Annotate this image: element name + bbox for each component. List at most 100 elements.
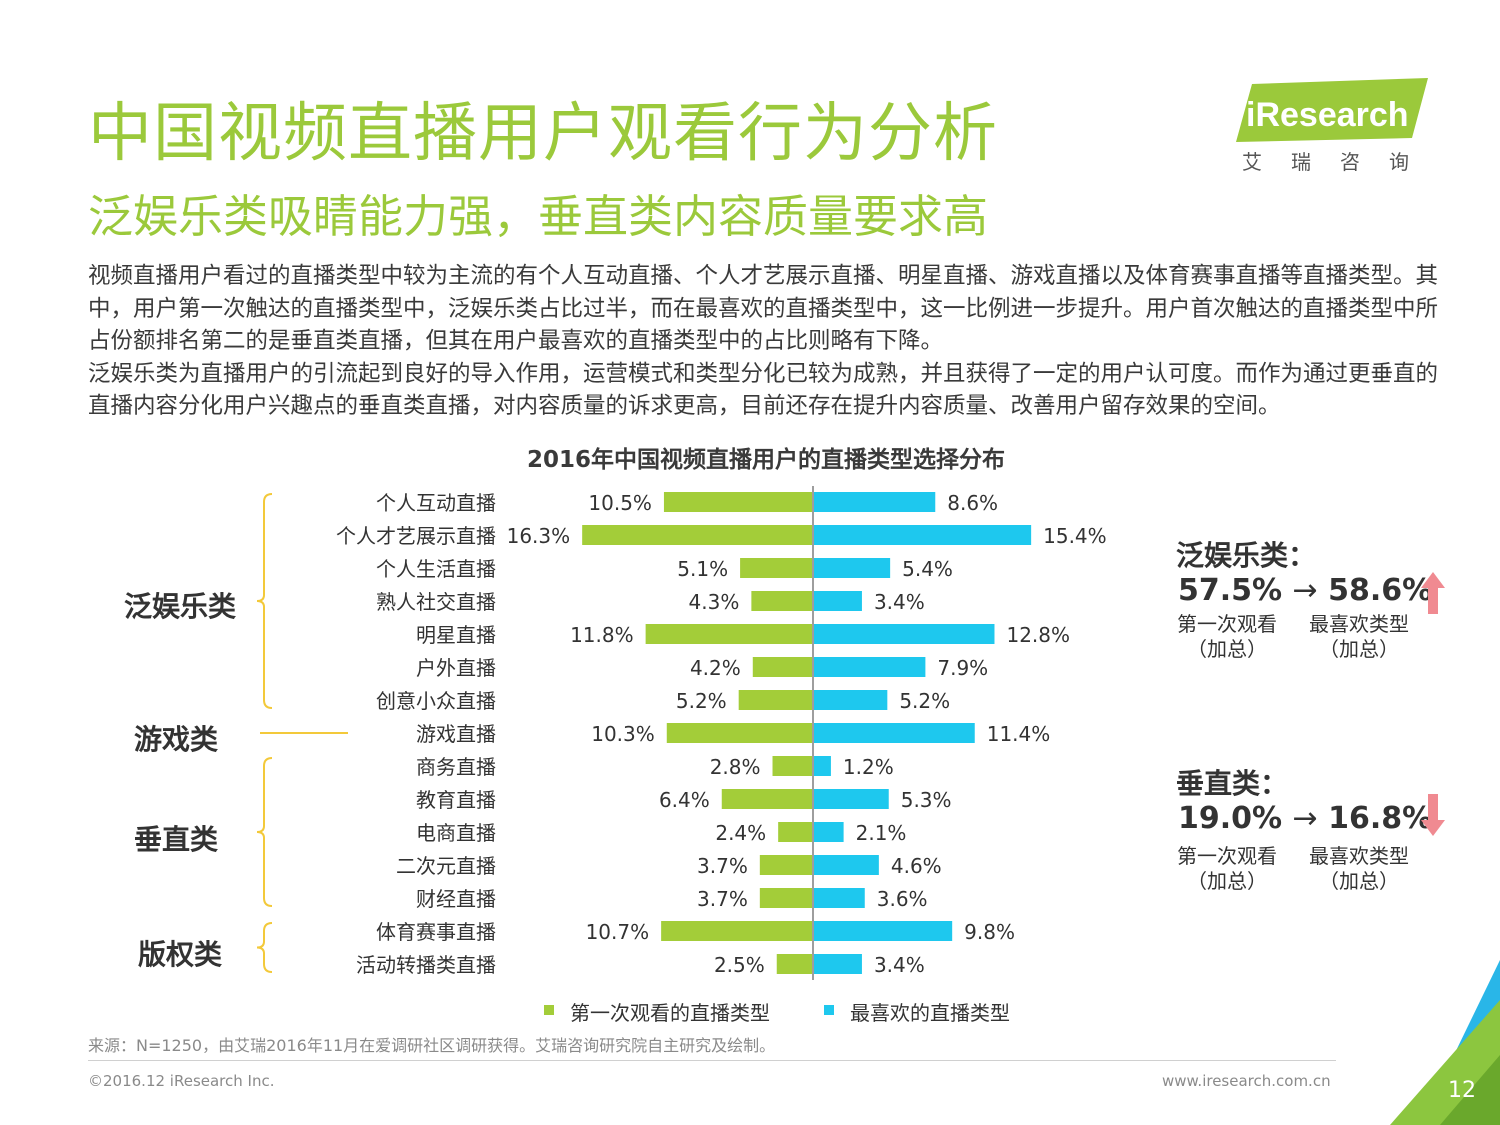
label-text: 第一次观看 (1177, 612, 1277, 636)
category-label-0: 个人互动直播 (376, 491, 496, 515)
label-text: 最喜欢类型 (1309, 844, 1409, 868)
legend-swatch-favorite (824, 1005, 834, 1015)
category-label-9: 教育直播 (416, 788, 496, 812)
summary-entertainment-from: 57.5% (1178, 573, 1283, 608)
value-label-first-9: 6.4% (659, 788, 710, 812)
footer-divider (88, 1060, 1336, 1061)
label-sub: （加总） (1319, 637, 1399, 661)
bar-first-6 (738, 690, 812, 710)
category-label-13: 体育赛事直播 (376, 920, 496, 944)
value-label-favorite-6: 5.2% (899, 689, 950, 713)
logo-text: iResearch (1246, 96, 1409, 134)
bar-first-7 (666, 723, 812, 743)
bar-favorite-5 (814, 657, 926, 677)
page-number: 12 (1448, 1078, 1476, 1103)
category-label-4: 明星直播 (416, 623, 496, 647)
bar-first-8 (772, 756, 812, 776)
paragraph-2: 泛娱乐类为直播用户的引流起到良好的导入作用，运营模式和类型分化已较为成熟，并且获… (88, 360, 1439, 420)
bar-favorite-2 (814, 558, 891, 578)
category-label-12: 财经直播 (416, 887, 496, 911)
bar-favorite-6 (814, 690, 888, 710)
label-sub: （加总） (1187, 869, 1267, 893)
legend-label-favorite: 最喜欢的直播类型 (850, 1001, 1010, 1025)
value-label-first-12: 3.7% (697, 887, 748, 911)
bar-favorite-3 (814, 591, 862, 611)
website-link[interactable]: www.iresearch.com.cn (1162, 1072, 1331, 1090)
value-label-favorite-11: 4.6% (891, 854, 942, 878)
summary-entertainment-arrow: → (1292, 573, 1318, 608)
source-note: 来源：N=1250，由艾瑞2016年11月在爱调研社区调研获得。艾瑞咨询研究院自… (88, 1036, 776, 1055)
value-label-favorite-8: 1.2% (843, 755, 894, 779)
summary-entertainment-label-from: 第一次观看 （加总） (1162, 612, 1292, 662)
category-label-8: 商务直播 (416, 755, 496, 779)
value-label-favorite-0: 8.6% (947, 491, 998, 515)
value-label-favorite-4: 12.8% (1006, 623, 1070, 647)
value-label-first-5: 4.2% (690, 656, 741, 680)
summary-entertainment-values: 57.5% → 58.6% (1178, 573, 1432, 608)
group-label-copyright: 版权类 (138, 938, 223, 971)
bar-first-12 (759, 888, 812, 908)
bar-first-4 (645, 624, 812, 644)
chart-title: 2016年中国视频直播用户的直播类型选择分布 (526, 447, 1005, 473)
bar-favorite-7 (814, 723, 975, 743)
summary-vertical-values: 19.0% → 16.8% (1178, 801, 1432, 836)
bar-favorite-4 (814, 624, 995, 644)
summary-entertainment-title: 泛娱乐类： (1176, 539, 1317, 572)
value-label-first-10: 2.4% (715, 821, 766, 845)
category-label-1: 个人才艺展示直播 (336, 524, 496, 548)
value-label-favorite-5: 7.9% (937, 656, 988, 680)
group-label-entertainment: 泛娱乐类 (124, 590, 237, 623)
legend-swatch-first (544, 1005, 554, 1015)
corner-decoration (1390, 960, 1500, 1125)
summary-vertical-arrow: → (1292, 801, 1318, 836)
value-label-favorite-2: 5.4% (902, 557, 953, 581)
value-label-first-8: 2.8% (710, 755, 761, 779)
group-bracket-2 (256, 757, 273, 907)
bar-favorite-0 (814, 492, 936, 512)
label-sub: （加总） (1187, 637, 1267, 661)
bar-favorite-8 (814, 756, 831, 776)
bar-favorite-11 (814, 855, 879, 875)
category-label-7: 游戏直播 (416, 722, 496, 746)
paragraph-1: 视频直播用户看过的直播类型中较为主流的有个人互动直播、个人才艺展示直播、明星直播… (88, 263, 1439, 354)
bar-first-13 (661, 921, 812, 941)
page-title: 中国视频直播用户观看行为分析 (88, 97, 998, 171)
bar-first-14 (776, 954, 812, 974)
value-label-favorite-10: 2.1% (856, 821, 907, 845)
bar-favorite-14 (814, 954, 862, 974)
bar-favorite-9 (814, 789, 889, 809)
value-label-favorite-12: 3.6% (877, 887, 928, 911)
value-label-first-3: 4.3% (689, 590, 740, 614)
body-text: 视频直播用户看过的直播类型中较为主流的有个人互动直播、个人才艺展示直播、明星直播… (88, 260, 1443, 423)
page-subtitle: 泛娱乐类吸睛能力强，垂直类内容质量要求高 (88, 190, 989, 243)
summary-vertical-from: 19.0% (1178, 801, 1283, 836)
group-bracket-0 (256, 493, 273, 709)
bar-first-5 (752, 657, 812, 677)
value-label-favorite-3: 3.4% (874, 590, 925, 614)
value-label-first-7: 10.3% (591, 722, 655, 746)
value-label-first-0: 10.5% (588, 491, 652, 515)
category-label-14: 活动转播类直播 (356, 953, 496, 977)
value-label-first-13: 10.7% (586, 920, 650, 944)
value-label-favorite-1: 15.4% (1043, 524, 1107, 548)
label-text: 最喜欢类型 (1309, 612, 1409, 636)
group-bracket-3 (256, 922, 273, 973)
label-text: 第一次观看 (1177, 844, 1277, 868)
copyright: ©2016.12 iResearch Inc. (88, 1072, 275, 1090)
legend-label-first: 第一次观看的直播类型 (570, 1001, 770, 1025)
value-label-favorite-7: 11.4% (987, 722, 1051, 746)
value-label-first-4: 11.8% (570, 623, 634, 647)
bar-first-11 (759, 855, 812, 875)
value-label-first-14: 2.5% (714, 953, 765, 977)
value-label-first-6: 5.2% (676, 689, 727, 713)
bar-first-1 (582, 525, 812, 545)
summary-vertical-label-from: 第一次观看 （加总） (1162, 844, 1292, 894)
summary-vertical-title: 垂直类： (1176, 767, 1289, 800)
bar-favorite-12 (814, 888, 865, 908)
value-label-favorite-14: 3.4% (874, 953, 925, 977)
bar-favorite-10 (814, 822, 844, 842)
bar-favorite-13 (814, 921, 953, 941)
label-sub: （加总） (1319, 869, 1399, 893)
category-label-11: 二次元直播 (396, 854, 496, 878)
